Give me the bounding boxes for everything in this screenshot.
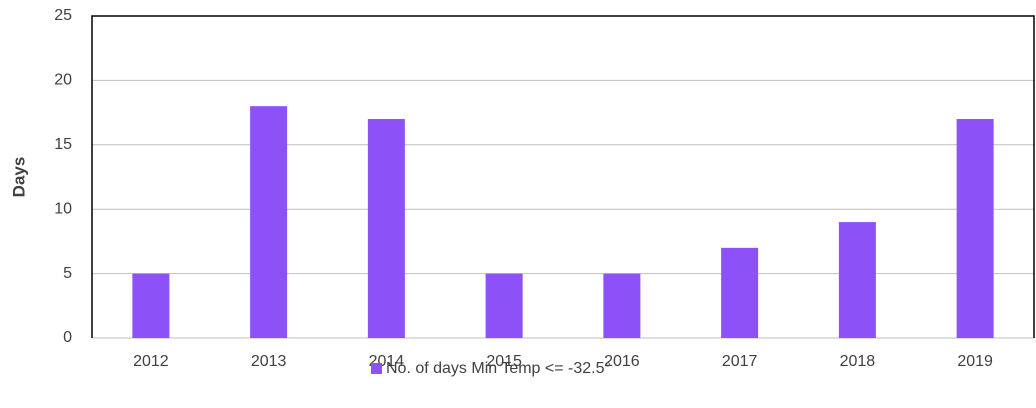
y-axis-label: Days — [9, 157, 28, 198]
bar — [956, 119, 994, 338]
bar — [132, 273, 170, 338]
bar — [485, 273, 523, 338]
x-tick-label: 2019 — [957, 353, 993, 370]
y-tick-label: 10 — [54, 200, 72, 217]
bar — [603, 273, 641, 338]
bar — [367, 119, 405, 338]
x-tick-label: 2013 — [251, 353, 287, 370]
legend-swatch — [371, 363, 382, 374]
bar — [721, 247, 759, 338]
legend-label: No. of days Min Temp <= -32.5° — [386, 360, 611, 377]
plot-frame — [91, 15, 1035, 338]
y-tick-label: 0 — [63, 329, 72, 346]
y-tick-label: 5 — [63, 265, 72, 282]
bar — [250, 106, 288, 338]
x-tick-label: 2015 — [486, 353, 522, 370]
x-tick-label: 2012 — [133, 353, 169, 370]
y-tick-label: 15 — [54, 136, 72, 153]
y-tick-label: 25 — [54, 7, 72, 24]
x-tick-label: 2016 — [604, 353, 640, 370]
x-tick-label: 2018 — [840, 353, 876, 370]
x-tick-label: 2017 — [722, 353, 758, 370]
y-tick-label: 20 — [54, 72, 72, 89]
bar — [838, 222, 876, 338]
